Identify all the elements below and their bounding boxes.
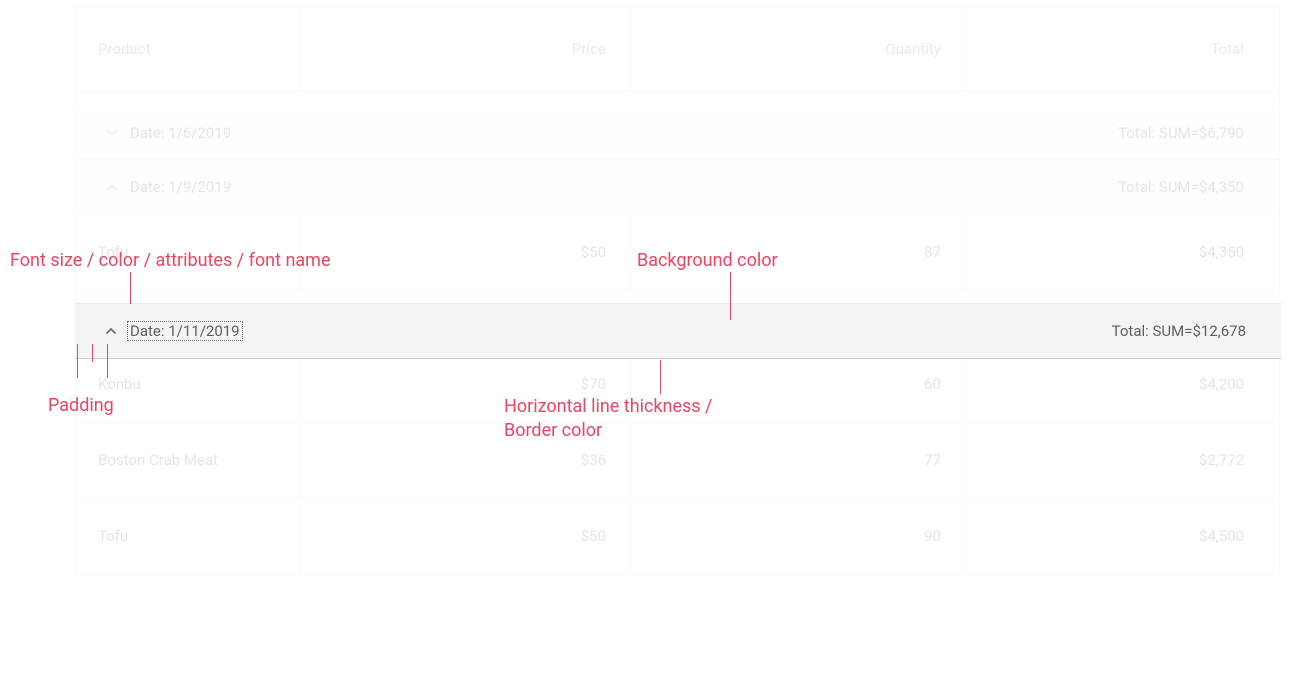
- cell-quantity: 90: [631, 498, 966, 573]
- chevron-up-icon: [105, 325, 117, 337]
- group-total-label: Total: SUM=$4,350: [1118, 178, 1279, 196]
- group-row[interactable]: Date: 1/9/2019 Total: SUM=$4,350: [76, 160, 1279, 214]
- table-row: Tofu $50 87 $4,350: [76, 214, 1279, 290]
- column-header-quantity: Quantity: [631, 6, 966, 91]
- cell-quantity: 77: [631, 422, 966, 497]
- table-row: Tofu $50 90 $4,500: [76, 498, 1279, 574]
- cell-price: $50: [301, 214, 631, 289]
- table-row: Boston Crab Meat $36 77 $2,772: [76, 422, 1279, 498]
- cell-price: $36: [301, 422, 631, 497]
- chevron-down-icon: [106, 127, 118, 139]
- data-table: Product Price Quantity Total Date: 1/6/2…: [75, 5, 1280, 574]
- cell-price: $50: [301, 498, 631, 573]
- group-date-label: Date: 1/6/2019: [130, 124, 231, 142]
- column-header-total: Total: [966, 6, 1279, 91]
- group-date-label: Date: 1/9/2019: [130, 178, 231, 196]
- group-total-label: Total: SUM=$6,790: [1118, 124, 1279, 142]
- cell-product: Boston Crab Meat: [76, 422, 301, 497]
- group-date-label: Date: 1/11/2019: [127, 321, 243, 341]
- table-header-row: Product Price Quantity Total: [76, 6, 1279, 92]
- cell-product: Tofu: [76, 498, 301, 573]
- group-row-focused[interactable]: Date: 1/11/2019 Total: SUM=$12,678: [75, 303, 1281, 359]
- cell-quantity: 87: [631, 214, 966, 289]
- column-header-product: Product: [76, 6, 301, 91]
- cell-total: $2,772: [966, 422, 1279, 497]
- spacer-row: [76, 92, 1279, 106]
- group-row[interactable]: Date: 1/6/2019 Total: SUM=$6,790: [76, 106, 1279, 160]
- group-total-label: Total: SUM=$12,678: [1112, 322, 1281, 340]
- column-header-price: Price: [301, 6, 631, 91]
- cell-product: Tofu: [76, 214, 301, 289]
- cell-total: $4,350: [966, 214, 1279, 289]
- chevron-up-icon: [106, 181, 118, 193]
- cell-total: $4,500: [966, 498, 1279, 573]
